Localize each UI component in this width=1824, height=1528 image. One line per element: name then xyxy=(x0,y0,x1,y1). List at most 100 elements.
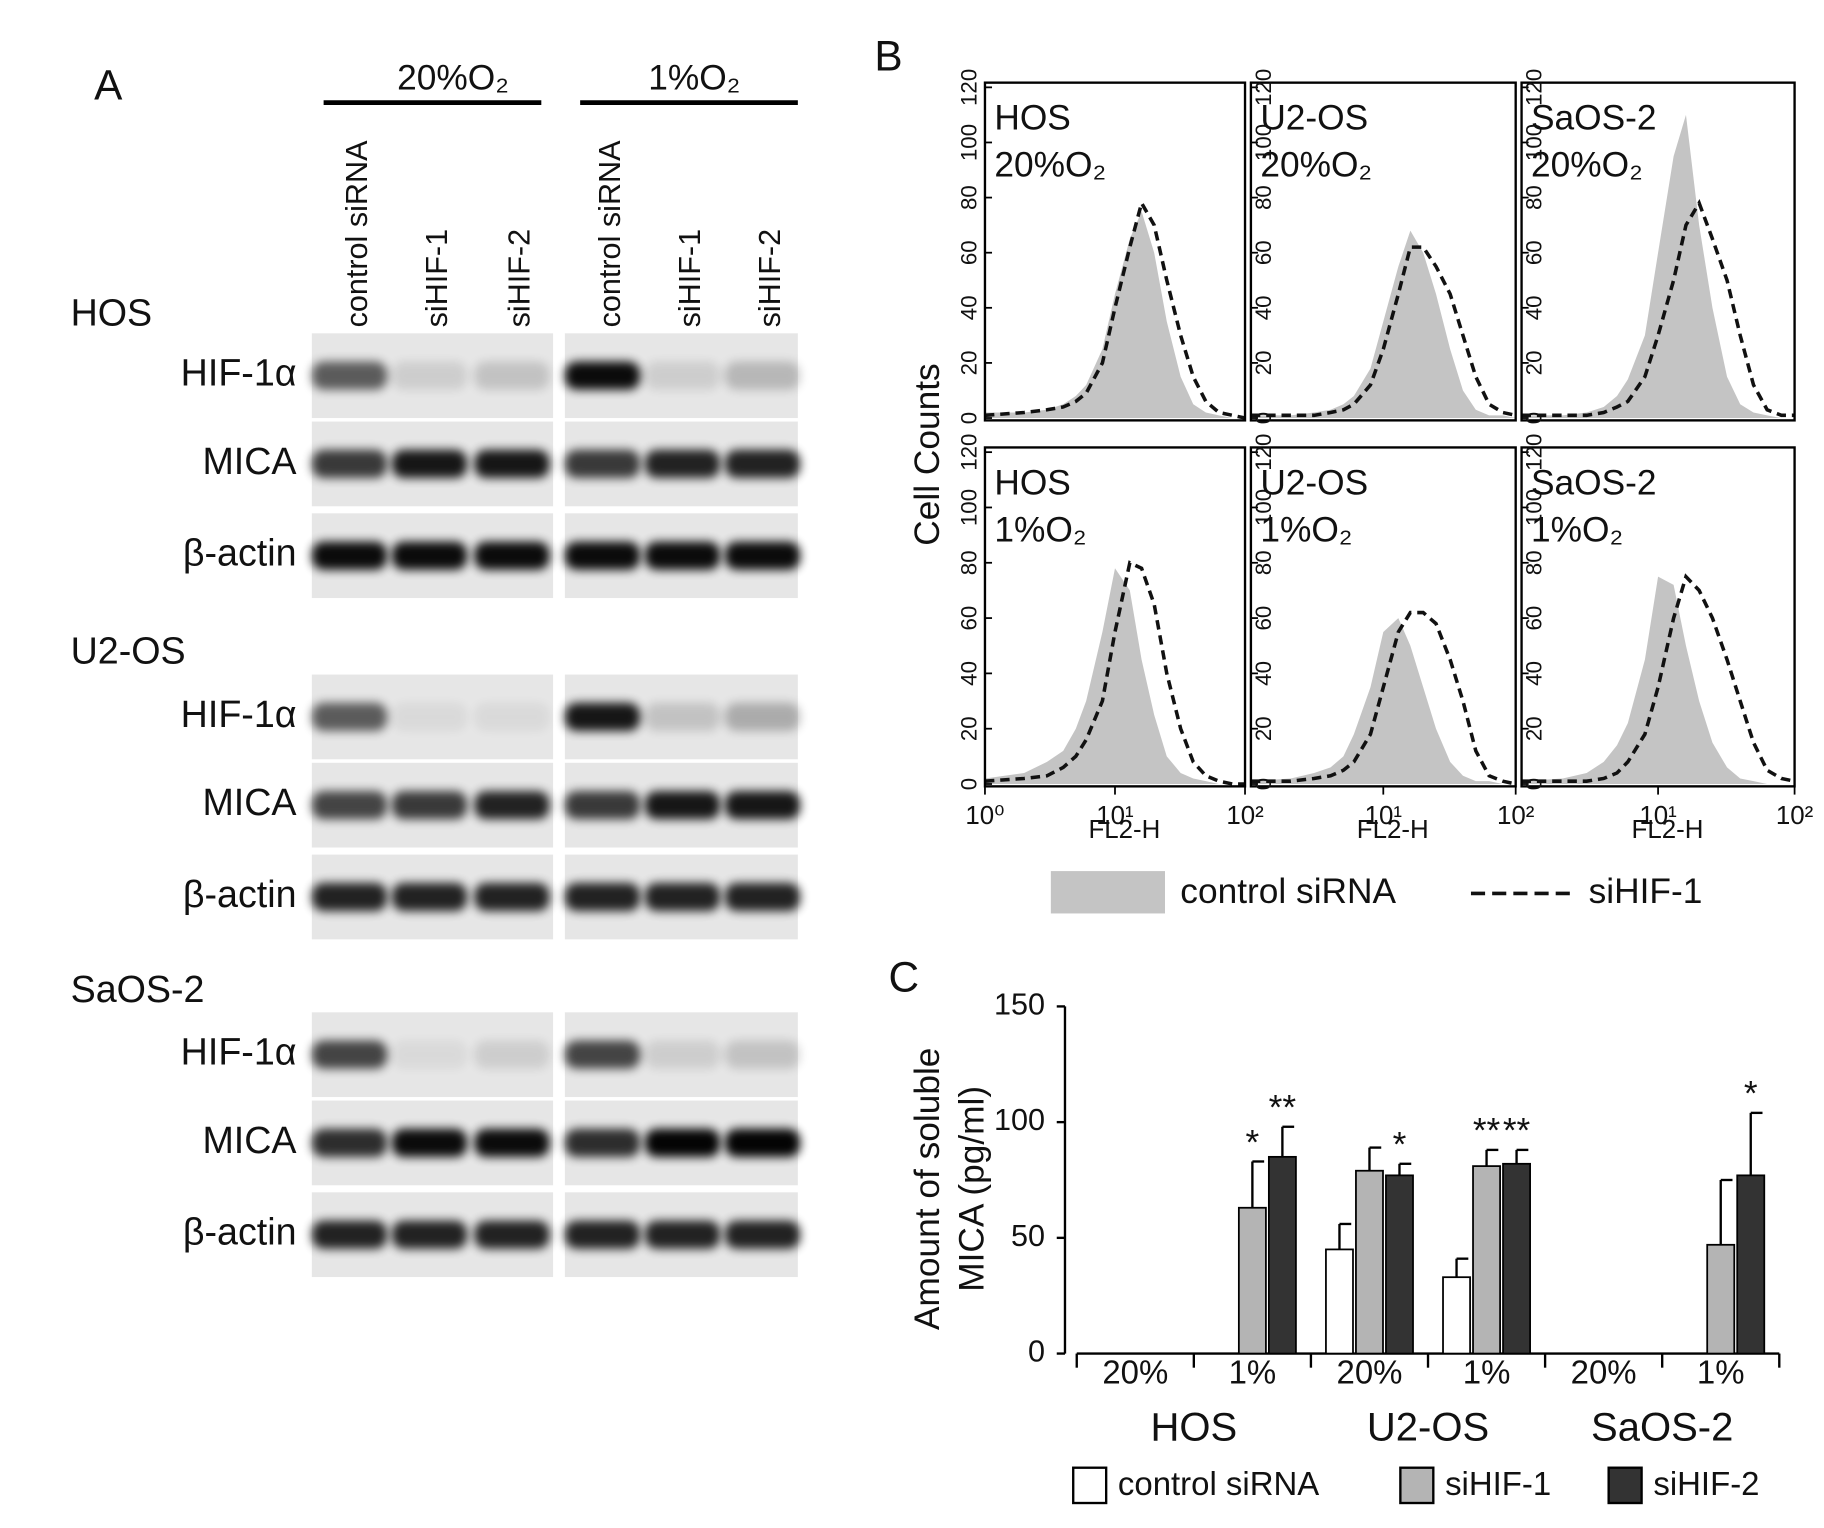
cell-line-label: U2-OS xyxy=(71,629,186,671)
lane-label: control siRNA xyxy=(593,140,627,328)
panel-subtitle: 1%O₂ xyxy=(1531,511,1623,550)
y-tick-label: 20 xyxy=(1522,350,1547,375)
western-band xyxy=(474,1220,550,1249)
condition-label: 20%O₂ xyxy=(397,59,509,98)
western-band xyxy=(564,1220,641,1249)
x-axis-label: FL2-H xyxy=(1357,816,1429,844)
y-tick-label: 120 xyxy=(1522,69,1547,106)
significance: ** xyxy=(1503,1112,1531,1151)
panel-title: U2-OS xyxy=(1260,99,1368,138)
y-tick-label: 100 xyxy=(957,489,982,526)
y-tick-label: 20 xyxy=(1251,716,1276,741)
y-tick-label: 80 xyxy=(1251,185,1276,210)
bar xyxy=(1706,1243,1736,1355)
y-tick-label: 0 xyxy=(1028,1335,1045,1369)
bar xyxy=(1385,1174,1414,1355)
panel-subtitle: 1%O₂ xyxy=(1260,511,1352,550)
group-label: U2-OS xyxy=(1367,1406,1489,1450)
panel-subtitle: 20%O₂ xyxy=(1531,146,1643,185)
panel-title: U2-OS xyxy=(1260,463,1368,502)
western-band xyxy=(564,541,641,570)
bar xyxy=(1442,1276,1471,1355)
y-tick-label: 20 xyxy=(1251,350,1276,375)
legend-label: siHIF-2 xyxy=(1653,1465,1759,1502)
bar xyxy=(1502,1162,1531,1355)
lane-label: siHIF-1 xyxy=(420,229,454,328)
panel-title: HOS xyxy=(994,463,1071,502)
panel-label: A xyxy=(94,62,123,109)
y-tick-label: 100 xyxy=(994,1103,1045,1137)
y-tick-label: 100 xyxy=(1522,489,1547,526)
y-tick-label: 20 xyxy=(1522,716,1547,741)
row-label: MICA xyxy=(202,440,297,482)
significance: ** xyxy=(1269,1089,1297,1128)
western-band xyxy=(724,541,801,570)
plot-frame xyxy=(983,81,1247,422)
x-axis-label: FL2-H xyxy=(1088,816,1160,844)
y-tick-label: 80 xyxy=(1522,550,1547,575)
plot-frame xyxy=(1520,81,1796,422)
lane-label: control siRNA xyxy=(340,140,374,328)
y-tick-label: 20 xyxy=(957,716,982,741)
western-band xyxy=(644,1220,721,1249)
y-tick-label: 0 xyxy=(1251,778,1276,790)
panel-subtitle: 20%O₂ xyxy=(994,146,1106,185)
y-tick-label: 40 xyxy=(957,661,982,686)
panel-subtitle: 20%O₂ xyxy=(1260,146,1372,185)
y-tick-label: 100 xyxy=(1522,124,1547,161)
y-tick-label: 40 xyxy=(1522,295,1547,320)
condition-label: 1%O₂ xyxy=(648,59,740,98)
y-tick-label: 40 xyxy=(1251,661,1276,686)
histogram-line xyxy=(1521,573,1795,783)
row-label: β-actin xyxy=(183,1211,297,1253)
western-band xyxy=(311,1128,388,1158)
x-tick-label: 10² xyxy=(1776,802,1814,830)
y-tick-label: 40 xyxy=(1251,295,1276,320)
western-band xyxy=(311,449,388,479)
y-tick-label: 100 xyxy=(957,124,982,161)
y-tick-label: 50 xyxy=(1011,1219,1045,1253)
histogram-line xyxy=(1521,198,1795,418)
y-tick-label: 60 xyxy=(1251,606,1276,631)
x-tick-label: 10² xyxy=(1497,802,1535,830)
x-tick-label: 20% xyxy=(1102,1353,1168,1390)
western-band xyxy=(474,361,550,390)
row-label: HIF-1α xyxy=(181,352,297,394)
histogram-line xyxy=(984,198,1246,420)
bar xyxy=(1267,1155,1297,1355)
western-band xyxy=(644,1128,721,1158)
western-band xyxy=(391,882,468,912)
x-tick-label: 1% xyxy=(1229,1353,1277,1390)
cell-line-label: SaOS-2 xyxy=(71,968,205,1010)
western-band xyxy=(564,882,641,912)
x-tick-label: 20% xyxy=(1337,1353,1403,1390)
lane-label: siHIF-2 xyxy=(753,229,787,328)
y-tick-label: 100 xyxy=(1251,124,1276,161)
x-tick-label: 10¹ xyxy=(1096,802,1134,830)
y-tick-label: 0 xyxy=(1522,412,1547,424)
histogram-area xyxy=(1250,230,1516,419)
y-tick-label: 80 xyxy=(957,550,982,575)
y-tick-label: 0 xyxy=(1522,778,1547,790)
y-tick-label: 120 xyxy=(957,434,982,471)
legend-label: control siRNA xyxy=(1180,872,1396,911)
panel-title: SaOS-2 xyxy=(1531,463,1657,502)
panel-subtitle: 1%O₂ xyxy=(994,511,1086,550)
western-band xyxy=(724,702,801,732)
y-tick-label: 60 xyxy=(1251,240,1276,265)
western-band xyxy=(391,1128,468,1158)
histogram-line xyxy=(984,560,1246,786)
y-tick-label: 150 xyxy=(994,987,1045,1021)
western-band xyxy=(474,882,550,912)
significance: * xyxy=(1246,1123,1260,1162)
x-tick-label: 20% xyxy=(1571,1353,1637,1390)
western-band xyxy=(311,1040,388,1069)
x-tick-label: 10² xyxy=(1226,802,1264,830)
y-tick-label: 80 xyxy=(1251,550,1276,575)
panel-title: HOS xyxy=(994,99,1071,138)
western-band xyxy=(644,361,721,390)
western-band xyxy=(311,882,388,912)
western-band xyxy=(474,1128,550,1158)
y-axis-label: MICA (pg/ml) xyxy=(953,1086,992,1292)
y-tick-label: 100 xyxy=(1251,489,1276,526)
